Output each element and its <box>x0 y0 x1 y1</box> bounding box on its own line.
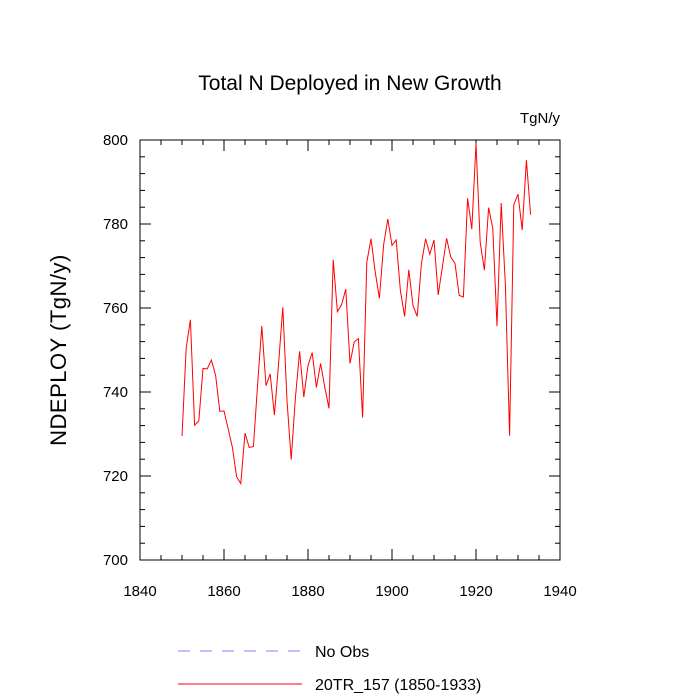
legend-label-no-obs: No Obs <box>315 644 369 661</box>
units-label: TgN/y <box>520 110 561 127</box>
y-axis-label: NDEPLOY (TgN/y) <box>46 254 71 446</box>
legend-label-20tr: 20TR_157 (1850-1933) <box>315 677 481 694</box>
plot-frame <box>139 139 561 561</box>
x-tick-label: 1860 <box>207 583 240 600</box>
series-layer <box>181 143 532 486</box>
x-tick-label: 1880 <box>291 583 324 600</box>
y-tick-label: 740 <box>103 384 128 401</box>
y-tick-label: 760 <box>103 300 128 317</box>
x-tick-label: 1940 <box>543 583 576 600</box>
y-tick-label: 700 <box>103 552 128 569</box>
series-line-1 <box>181 143 532 486</box>
axis-ticks <box>139 139 561 561</box>
x-tick-label: 1840 <box>123 583 156 600</box>
y-tick-label: 720 <box>103 468 128 485</box>
x-tick-label: 1900 <box>375 583 408 600</box>
y-tick-label: 800 <box>103 132 128 149</box>
chart-title: Total N Deployed in New Growth <box>198 72 501 95</box>
y-tick-label: 780 <box>103 216 128 233</box>
axis-tick-labels: 1840 1860 1880 1900 1920 1940 700 720 740 760 780 8… <box>103 132 577 600</box>
x-tick-label: 1920 <box>459 583 492 600</box>
legend: No Obs 20TR_157 (1850-1933) <box>178 644 481 694</box>
